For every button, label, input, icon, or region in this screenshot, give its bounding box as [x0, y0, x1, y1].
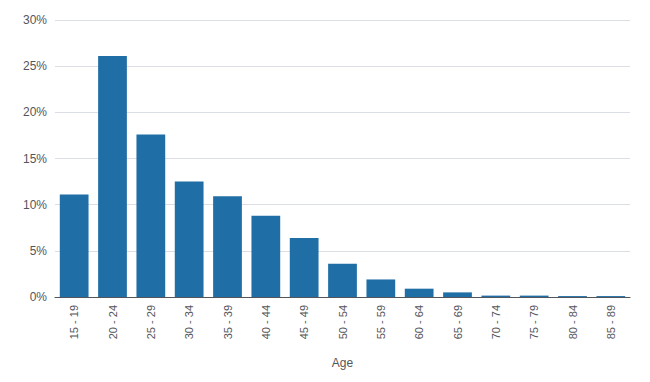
svg-text:25%: 25% [23, 59, 47, 73]
svg-text:60 - 64: 60 - 64 [413, 305, 425, 339]
svg-text:Age: Age [332, 356, 354, 370]
svg-text:30%: 30% [23, 13, 47, 27]
svg-text:65 - 69: 65 - 69 [452, 305, 464, 339]
svg-text:5%: 5% [30, 244, 48, 258]
svg-text:15%: 15% [23, 152, 47, 166]
svg-text:0%: 0% [30, 290, 48, 304]
svg-text:80 - 84: 80 - 84 [567, 305, 579, 339]
svg-text:30 - 34: 30 - 34 [183, 305, 195, 339]
svg-text:50 - 54: 50 - 54 [337, 305, 349, 339]
svg-text:85 - 89: 85 - 89 [605, 305, 617, 339]
svg-text:35 - 39: 35 - 39 [222, 305, 234, 339]
svg-text:75 - 79: 75 - 79 [528, 305, 540, 339]
svg-text:45 - 49: 45 - 49 [298, 305, 310, 339]
svg-text:15 - 19: 15 - 19 [68, 305, 80, 339]
svg-text:20 - 24: 20 - 24 [107, 305, 119, 339]
svg-text:55 - 59: 55 - 59 [375, 305, 387, 339]
svg-text:20%: 20% [23, 105, 47, 119]
svg-text:10%: 10% [23, 198, 47, 212]
svg-text:25 - 29: 25 - 29 [145, 305, 157, 339]
svg-text:40 - 44: 40 - 44 [260, 305, 272, 339]
svg-text:70 - 74: 70 - 74 [490, 305, 502, 339]
